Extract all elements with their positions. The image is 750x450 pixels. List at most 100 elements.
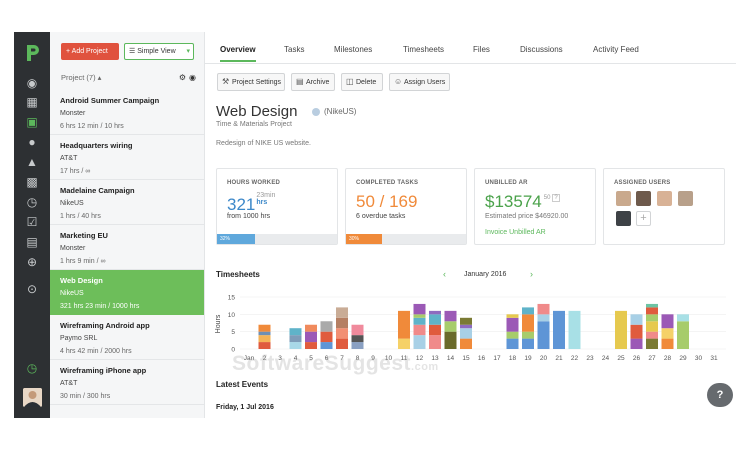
tab-timesheets[interactable]: Timesheets: [403, 45, 445, 54]
project-overview: Overview Tasks Milestones Timesheets Fil…: [205, 32, 736, 418]
tab-files[interactable]: Files: [473, 45, 490, 54]
tab-overview[interactable]: Overview: [220, 45, 256, 62]
timesheet-bar-segment: [258, 342, 271, 349]
tab-milestones[interactable]: Milestones: [334, 45, 373, 54]
hours-progress-fill: 32%: [217, 234, 256, 244]
project-list-item[interactable]: Wireframing iPhone app AT&T 30 min / 300 h…: [50, 360, 204, 405]
timesheet-bar-segment: [460, 338, 472, 349]
project-client: AT&T: [60, 380, 78, 387]
x-tick-label: 8: [356, 355, 360, 362]
timesheet-bar-segment: [537, 321, 550, 349]
timesheet-bar-segment: [460, 328, 472, 339]
project-list-item[interactable]: Wireframing Android app Paymo SRL 4 hrs 42…: [50, 315, 204, 360]
archive-button[interactable]: ▤ Archive: [291, 73, 335, 91]
filter-icon[interactable]: ⚙: [178, 73, 190, 82]
contacts-icon[interactable]: ●: [28, 135, 36, 149]
timesheet-bar-segment: [413, 303, 426, 315]
tab-discussions[interactable]: Discussions: [520, 45, 563, 54]
timesheet-bar-segment: [506, 338, 519, 349]
timesheet-bar-segment: [537, 303, 550, 315]
dashboard-icon[interactable]: ◉: [26, 76, 38, 90]
y-tick-label: 5: [231, 329, 235, 336]
timesheet-bar-segment: [289, 342, 302, 349]
timesheet-bar-segment: [568, 310, 581, 349]
add-project-button[interactable]: + Add Project: [61, 43, 119, 60]
timesheet-bar-segment: [258, 335, 271, 343]
documents-icon[interactable]: ▤: [26, 235, 38, 249]
user-avatar[interactable]: [23, 388, 42, 407]
chevron-left-icon[interactable]: ‹: [443, 269, 446, 279]
timesheet-bar-segment: [320, 331, 333, 343]
completed-tasks-card: COMPLETED TASKS 50 / 169 6 overdue tasks…: [345, 168, 467, 245]
delete-button[interactable]: ◫ Delete: [341, 73, 383, 91]
x-tick-label: 22: [571, 355, 579, 362]
assign-users-button[interactable]: ☺ Assign Users: [389, 73, 450, 91]
timer-icon[interactable]: ◷: [26, 361, 38, 375]
unbilled-ar-cents: 50: [543, 195, 551, 201]
timesheet-bar-segment: [413, 314, 426, 318]
timesheet-bar-segment: [630, 324, 643, 339]
timesheet-bar-segment: [444, 310, 457, 322]
view-mode-select[interactable]: ☰ Simple View ▾: [124, 43, 194, 60]
tab-bar: Overview Tasks Milestones Timesheets Fil…: [205, 32, 736, 64]
project-list-item[interactable]: Madelaine Campaign NikeUS 1 hrs / 40 hrs: [50, 180, 204, 225]
companies-icon[interactable]: ▦: [26, 95, 38, 109]
user-avatar[interactable]: [616, 191, 631, 206]
assigned-users-card: ASSIGNED USERS +: [603, 168, 725, 245]
project-client: Monster: [60, 245, 86, 252]
timesheet-bar-segment: [305, 342, 317, 349]
x-tick-label: 25: [617, 355, 625, 362]
eye-icon[interactable]: ◉: [189, 73, 199, 82]
timesheet-bar-segment: [630, 338, 643, 349]
reports-icon[interactable]: ▩: [26, 175, 38, 189]
timesheet-bar-segment: [413, 335, 426, 349]
tasks-icon[interactable]: ☑: [26, 215, 38, 229]
tab-activity-feed[interactable]: Activity Feed: [593, 45, 639, 54]
x-tick-label: 18: [509, 355, 517, 362]
tasks-progress-fill: 30%: [346, 234, 382, 244]
timesheet-bar-segment: [444, 331, 457, 349]
timesheet-bar-segment: [289, 328, 302, 336]
hours-worked-card: HOURS WORKED 321 23min hrs from 1000 hrs 3…: [216, 168, 338, 245]
timesheet-bar-segment: [646, 331, 658, 339]
info-icon[interactable]: ?: [552, 194, 560, 202]
project-list-header[interactable]: Project (7) ▴ ⚙◉: [61, 73, 199, 82]
help-button[interactable]: ?: [707, 383, 733, 407]
tab-tasks[interactable]: Tasks: [284, 45, 305, 54]
user-avatar[interactable]: [616, 211, 631, 226]
timesheet-bar-segment: [413, 324, 426, 336]
watermark: SoftwareSuggest.com: [232, 352, 439, 375]
project-list-item[interactable]: Android Summer Campaign Monster 6 hrs 12 m…: [50, 90, 204, 135]
project-name: Headquarters wiring: [60, 141, 133, 150]
y-tick-label: 15: [228, 295, 236, 302]
y-tick-label: 0: [231, 347, 235, 354]
project-client: NikeUS: [60, 200, 84, 207]
user-avatar[interactable]: [678, 191, 693, 206]
project-list-item[interactable]: Marketing EU Monster 1 hrs 9 min / ∞: [50, 225, 204, 270]
user-icon: ☺: [394, 77, 403, 86]
icon-rail: ◉ ▦ ▣ ● ▲ ▩ ◷ ☑ ▤ ⊕ ⊙ ◷: [14, 32, 50, 418]
project-client[interactable]: (NikeUS): [324, 107, 357, 116]
project-name: Android Summer Campaign: [60, 96, 160, 105]
add-icon[interactable]: ⊕: [26, 255, 38, 269]
project-settings-button[interactable]: ⚒ Project Settings: [217, 73, 285, 91]
time-icon[interactable]: ◷: [26, 195, 38, 209]
project-list-item[interactable]: Web Design NikeUS 321 hrs 23 min / 1000 hr…: [50, 270, 204, 315]
invoice-unbilled-link[interactable]: Invoice Unbilled AR: [485, 229, 546, 236]
projects-icon[interactable]: ▣: [26, 115, 38, 129]
invoices-icon[interactable]: ▲: [26, 155, 38, 169]
plus-icon: +: [66, 48, 72, 55]
unbilled-ar-label: UNBILLED AR: [485, 180, 528, 186]
user-avatar[interactable]: [636, 191, 651, 206]
timesheet-bar-segment: [351, 324, 364, 336]
chevron-right-icon[interactable]: ›: [530, 269, 533, 279]
project-list-item[interactable]: Headquarters wiring AT&T 17 hrs / ∞: [50, 135, 204, 180]
project-title: Web Design: [216, 103, 298, 120]
timesheet-bar-segment: [320, 321, 333, 332]
timesheet-bar-segment: [429, 310, 441, 315]
timesheet-bar-segment: [646, 338, 658, 349]
user-avatar[interactable]: [657, 191, 672, 206]
expand-icon[interactable]: ⊙: [26, 282, 38, 296]
add-user-button[interactable]: +: [636, 211, 651, 226]
timesheet-bar-segment: [661, 314, 674, 329]
